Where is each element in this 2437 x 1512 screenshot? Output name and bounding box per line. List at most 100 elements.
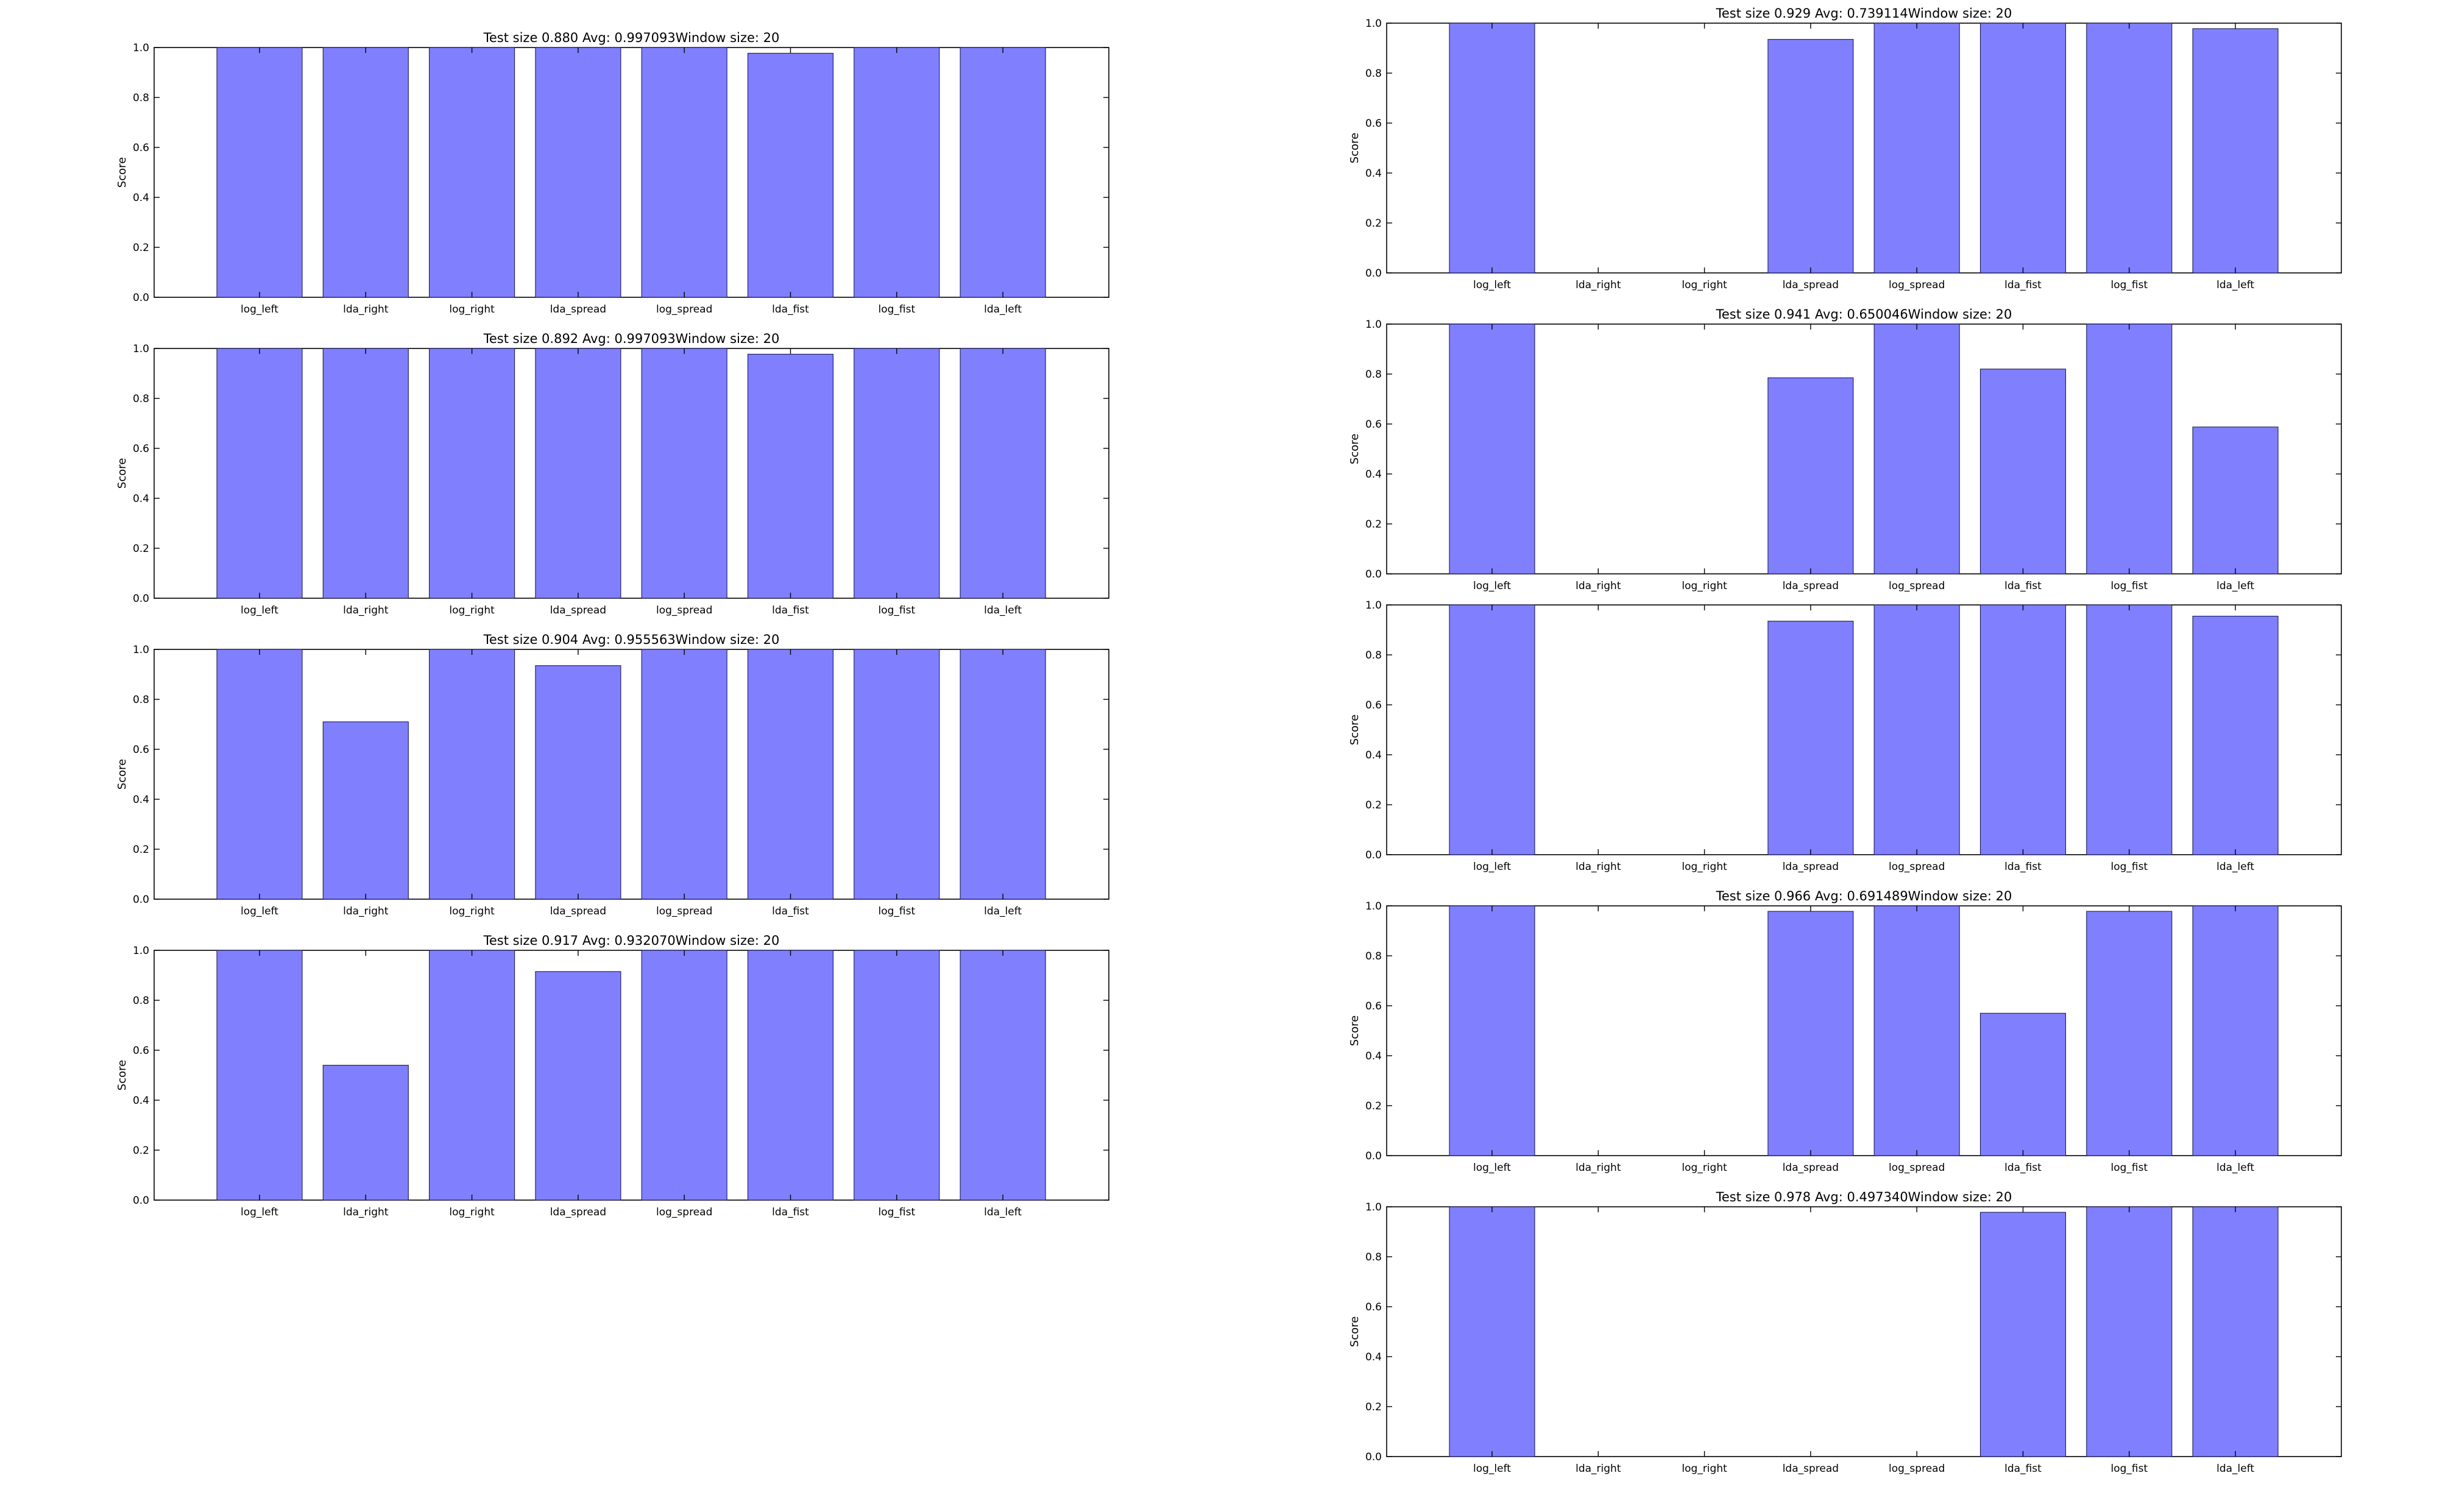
bar-lda_fist xyxy=(747,950,834,1201)
bar-lda_fist xyxy=(1979,1212,2067,1457)
x-tick-label-log_right: log_right xyxy=(1682,1162,1727,1174)
bar-lda_right xyxy=(322,721,409,900)
y-tick-label: 0.6 xyxy=(133,744,149,756)
x-tick-label-lda_left: lda_left xyxy=(2216,1162,2254,1174)
x-tick-label-lda_fist: lda_fist xyxy=(772,303,809,316)
y-tick-label: 0.4 xyxy=(133,192,149,204)
bar-lda_spread xyxy=(535,971,621,1201)
bar-lda_left xyxy=(960,348,1046,599)
bar-lda_fist xyxy=(1979,23,2067,274)
y-axis-label: Score xyxy=(1348,434,1361,464)
y-tick-label: 0.6 xyxy=(133,1045,149,1057)
y-tick-label: 0.0 xyxy=(133,292,149,304)
chart-1: 0.0 0.2 0.4 0.6 0.8 1.0 log_left lda_right log_r… xyxy=(116,30,1109,316)
x-tick-label-log_right: log_right xyxy=(449,905,495,917)
chart-title: Test size 0.892 Avg: 0.997093Window size… xyxy=(483,331,780,346)
x-tick-label-log_spread: log_spread xyxy=(656,1206,712,1218)
bar-log_right xyxy=(429,649,515,900)
x-tick-label-log_left: log_left xyxy=(1473,861,1511,873)
x-tick-label-log_fist: log_fist xyxy=(878,604,915,616)
bar-log_left xyxy=(1449,1206,1535,1457)
x-tick-label-log_fist: log_fist xyxy=(878,303,915,316)
x-tick-label-log_spread: log_spread xyxy=(1889,861,1945,873)
bar-log_left xyxy=(1449,23,1535,274)
x-tick-label-log_left: log_left xyxy=(241,1206,278,1218)
y-tick-label: 0.4 xyxy=(1365,168,1382,180)
bar-lda_left xyxy=(2192,28,2279,274)
y-axis-label: Score xyxy=(1348,715,1361,745)
y-tick-label: 0.8 xyxy=(1365,649,1382,662)
x-tick-label-log_spread: log_spread xyxy=(1889,580,1945,592)
x-tick-label-lda_right: lda_right xyxy=(1576,1162,1621,1174)
chart-9: 0.0 0.2 0.4 0.6 0.8 1.0 log_left lda_right log_r… xyxy=(1348,1190,2342,1475)
y-tick-label: 1.0 xyxy=(133,42,149,54)
y-tick-label: 0.6 xyxy=(1365,699,1382,712)
x-tick-label-lda_right: lda_right xyxy=(1576,279,1621,291)
x-tick-label-log_fist: log_fist xyxy=(2110,1463,2148,1475)
chart-title: Test size 0.929 Avg: 0.739114Window size… xyxy=(1716,6,2012,21)
x-tick-label-lda_left: lda_left xyxy=(984,604,1022,616)
chart-8: 0.0 0.2 0.4 0.6 0.8 1.0 log_left lda_right log_r… xyxy=(1348,889,2342,1174)
bar-lda_right xyxy=(322,47,409,298)
bar-log_fist xyxy=(2086,1206,2173,1457)
x-tick-label-lda_spread: lda_spread xyxy=(550,905,606,917)
plot-frame xyxy=(1386,323,2342,574)
y-tick-label: 0.0 xyxy=(133,1195,149,1207)
y-tick-label: 0.0 xyxy=(1365,1451,1382,1463)
bar-lda_spread xyxy=(535,348,621,599)
x-tick-label-lda_spread: lda_spread xyxy=(1783,861,1839,873)
y-tick-label: 0.6 xyxy=(133,142,149,154)
y-tick-label: 0.2 xyxy=(133,242,149,254)
plot-frame xyxy=(1386,1206,2342,1457)
plot-frame xyxy=(154,348,1109,599)
bar-log_right xyxy=(429,47,515,298)
x-tick-label-lda_right: lda_right xyxy=(343,604,389,616)
bar-log_spread xyxy=(1873,905,1960,1156)
x-tick-label-log_fist: log_fist xyxy=(2110,580,2148,592)
bar-lda_fist xyxy=(1979,369,2067,574)
chart-title: Test size 0.978 Avg: 0.497340Window size… xyxy=(1716,1190,2012,1204)
y-tick-label: 1.0 xyxy=(133,945,149,957)
bar-lda_fist xyxy=(747,649,834,900)
bar-log_spread xyxy=(1873,23,1960,274)
x-tick-label-lda_left: lda_left xyxy=(2216,279,2254,291)
y-tick-label: 0.2 xyxy=(133,543,149,555)
plot-frame xyxy=(1386,905,2342,1156)
x-tick-label-lda_left: lda_left xyxy=(2216,580,2254,592)
y-tick-label: 0.8 xyxy=(133,694,149,706)
y-axis-label: Score xyxy=(116,759,129,790)
y-tick-label: 0.6 xyxy=(1365,118,1382,130)
y-tick-label: 0.8 xyxy=(1365,68,1382,80)
y-tick-label: 0.0 xyxy=(1365,267,1382,280)
y-axis-label: Score xyxy=(116,1060,129,1090)
y-axis-label: Score xyxy=(1348,133,1361,163)
y-tick-label: 0.4 xyxy=(1365,1351,1382,1363)
bar-lda_right xyxy=(322,1065,409,1201)
x-tick-label-lda_left: lda_left xyxy=(984,905,1022,917)
x-tick-label-lda_fist: lda_fist xyxy=(2004,1162,2042,1174)
bar-lda_spread xyxy=(535,665,621,900)
y-tick-label: 0.6 xyxy=(1365,419,1382,431)
x-tick-label-log_left: log_left xyxy=(241,303,278,316)
y-axis-label: Score xyxy=(116,157,129,188)
x-tick-label-log_right: log_right xyxy=(449,604,495,616)
y-tick-label: 0.4 xyxy=(133,1095,149,1107)
x-tick-label-log_fist: log_fist xyxy=(2110,861,2148,873)
x-tick-label-lda_spread: lda_spread xyxy=(550,604,606,616)
bar-log_spread xyxy=(641,348,727,599)
x-tick-label-lda_left: lda_left xyxy=(2216,1463,2254,1475)
y-tick-label: 1.0 xyxy=(1365,599,1382,612)
x-tick-label-lda_left: lda_left xyxy=(984,303,1022,316)
y-tick-label: 0.0 xyxy=(133,593,149,605)
y-axis-label: Score xyxy=(1348,1316,1361,1347)
y-tick-label: 1.0 xyxy=(1365,1201,1382,1213)
chart-7: 0.0 0.2 0.4 0.6 0.8 1.0 log_left lda_right log_r… xyxy=(1348,599,2342,873)
y-tick-label: 0.8 xyxy=(133,393,149,405)
y-tick-label: 0.0 xyxy=(133,894,149,906)
x-tick-label-log_right: log_right xyxy=(449,1206,495,1218)
chart-title: Test size 0.966 Avg: 0.691489Window size… xyxy=(1716,889,2012,903)
bar-log_left xyxy=(216,348,303,599)
y-tick-label: 0.8 xyxy=(133,995,149,1007)
